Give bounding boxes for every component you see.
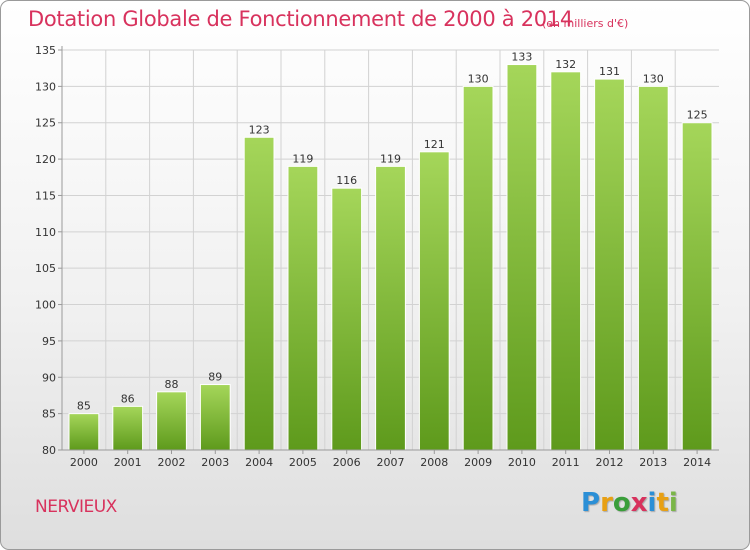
x-tick-label: 2013: [639, 456, 667, 469]
x-tick-label: 2014: [683, 456, 711, 469]
x-tick-label: 2001: [114, 456, 142, 469]
x-tick-label: 2012: [596, 456, 624, 469]
x-tick-label: 2007: [377, 456, 405, 469]
bar: [68, 413, 100, 451]
data-label: 121: [424, 138, 445, 151]
logo-letter: x: [630, 488, 648, 518]
data-label: 88: [165, 378, 179, 391]
axes: [58, 46, 719, 454]
data-label: 119: [380, 152, 401, 165]
x-tick-label: 2002: [158, 456, 186, 469]
bar: [681, 122, 713, 451]
data-label: 85: [77, 400, 91, 413]
y-tick-label: 110: [35, 226, 56, 239]
chart-title: Dotation Globale de Fonctionnement de 20…: [28, 7, 573, 31]
bar: [637, 85, 669, 451]
data-label: 131: [599, 65, 620, 78]
bar: [243, 136, 275, 451]
y-tick-label: 125: [35, 117, 56, 130]
x-tick-label: 2003: [201, 456, 229, 469]
data-label: 86: [121, 392, 135, 405]
bar: [199, 384, 231, 451]
y-tick-label: 85: [42, 408, 56, 421]
bar: [112, 405, 144, 451]
y-tick-label: 135: [35, 44, 56, 57]
x-tick-label: 2009: [464, 456, 492, 469]
chart-subtitle: (en milliers d'€): [542, 17, 629, 30]
bar: [506, 64, 538, 451]
x-tick-label: 2010: [508, 456, 536, 469]
data-label: 125: [687, 109, 708, 122]
y-tick-label: 90: [42, 371, 56, 384]
data-label: 123: [249, 123, 270, 136]
bar: [462, 85, 494, 451]
y-tick-label: 100: [35, 299, 56, 312]
proxiti-logo: Proxiti: [581, 488, 678, 518]
bar: [331, 187, 363, 451]
y-tick-label: 130: [35, 80, 56, 93]
x-tick-label: 2006: [333, 456, 361, 469]
logo-letter: r: [600, 488, 613, 518]
bar: [418, 151, 450, 451]
bar: [375, 165, 406, 451]
bar: [156, 391, 187, 451]
x-tick-label: 2004: [245, 456, 273, 469]
data-label: 116: [336, 174, 357, 187]
y-tick-label: 95: [42, 335, 56, 348]
logo-letter: i: [647, 488, 657, 518]
bar: [287, 165, 319, 451]
logo-letter: t: [656, 488, 669, 518]
logo-letter: o: [612, 488, 631, 518]
data-label: 89: [208, 371, 222, 384]
y-tick-label: 120: [35, 153, 56, 166]
labels: 80 85 90 95 100 105 110 115 120 125 130 135 85 2000 86…: [35, 44, 711, 469]
y-tick-label: 115: [35, 189, 56, 202]
data-label: 130: [643, 72, 664, 85]
bars: [68, 64, 713, 451]
data-label: 119: [292, 152, 313, 165]
bar: [550, 71, 582, 451]
bar: [594, 78, 625, 451]
commune-name: NERVIEUX: [35, 497, 117, 517]
x-tick-label: 2011: [552, 456, 580, 469]
x-tick-label: 2005: [289, 456, 317, 469]
data-label: 132: [555, 58, 576, 71]
logo-letter: i: [668, 488, 678, 518]
y-tick-label: 105: [35, 262, 56, 275]
data-label: 133: [511, 51, 532, 64]
x-tick-label: 2000: [70, 456, 98, 469]
logo-letter: P: [581, 488, 601, 518]
x-tick-label: 2008: [420, 456, 448, 469]
data-label: 130: [468, 72, 489, 85]
y-tick-label: 80: [42, 444, 56, 457]
